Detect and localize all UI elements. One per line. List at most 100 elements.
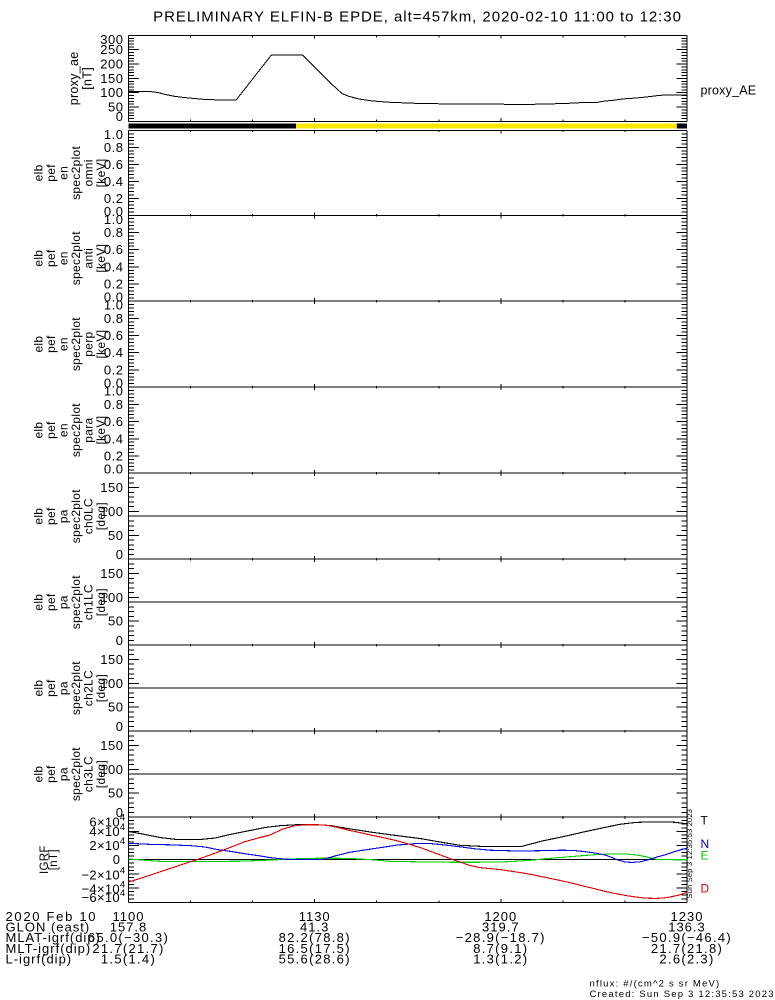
svg-text:elb: elb [32,422,46,439]
svg-text:IGRF: IGRF [39,845,51,874]
svg-text:136.3: 136.3 [668,920,706,935]
svg-text:100: 100 [100,676,123,691]
svg-text:[keV]: [keV] [94,158,108,187]
svg-text:PRELIMINARY ELFIN-B EPDE, alt=: PRELIMINARY ELFIN-B EPDE, alt=457km, 202… [153,8,682,25]
svg-text:50: 50 [108,614,123,629]
svg-text:16.5(17.5): 16.5(17.5) [279,941,351,956]
svg-text:0.2: 0.2 [104,191,124,206]
svg-text:100: 100 [100,85,123,100]
svg-text:pa: pa [57,767,71,781]
svg-text:0.4: 0.4 [104,431,124,446]
svg-text:4×104: 4×104 [89,821,125,839]
svg-text:pef: pef [44,679,58,697]
svg-text:elb: elb [32,766,46,783]
svg-text:82.2(78.8): 82.2(78.8) [279,930,351,945]
svg-text:−28.9(−18.7): −28.9(−18.7) [456,930,546,945]
svg-text:[keV]: [keV] [94,330,108,359]
svg-text:1100: 1100 [113,909,145,924]
svg-text:Created: Sun Sep 3 12:35:53 2: Created: Sun Sep 3 12:35:53 2023 [590,989,775,1000]
svg-text:0: 0 [116,633,124,648]
svg-text:55.6(28.6): 55.6(28.6) [279,952,351,967]
svg-text:0.4: 0.4 [104,345,124,360]
svg-text:50: 50 [108,786,123,801]
svg-text:1.5(1.4): 1.5(1.4) [101,952,156,967]
svg-text:0.4: 0.4 [104,259,124,274]
svg-text:150: 150 [100,71,123,86]
svg-text:pef: pef [44,249,58,267]
svg-text:150: 150 [100,480,123,495]
svg-text:21.7(21.7): 21.7(21.7) [92,941,164,956]
svg-text:21.7(21.8): 21.7(21.8) [651,941,723,956]
svg-text:1.0: 1.0 [104,384,124,399]
svg-text:2020 Feb 10: 2020 Feb 10 [6,909,98,924]
svg-text:MLT-igrf(dip): MLT-igrf(dip) [6,941,92,956]
svg-text:0.8: 0.8 [104,311,124,326]
svg-text:[keV]: [keV] [94,244,108,273]
svg-text:[nT]: [nT] [48,849,60,870]
svg-text:elb: elb [32,164,46,181]
svg-text:[nT]: [nT] [81,67,95,90]
svg-text:L-igrf(dip): L-igrf(dip) [6,952,73,967]
svg-text:perp: perp [82,331,96,356]
svg-text:[deg]: [deg] [94,588,108,616]
svg-text:0.8: 0.8 [104,397,124,412]
svg-text:2.6(2.3): 2.6(2.3) [659,952,714,967]
svg-text:pa: pa [57,595,71,609]
svg-text:0.0: 0.0 [104,376,124,391]
svg-text:T: T [701,814,709,828]
svg-text:319.7: 319.7 [482,920,520,935]
svg-text:1230: 1230 [671,909,704,924]
svg-text:65.0(−30.3): 65.0(−30.3) [88,930,169,945]
svg-text:0.4: 0.4 [104,174,124,189]
svg-text:41.3: 41.3 [300,920,329,935]
svg-text:300: 300 [100,32,123,47]
svg-text:omni: omni [82,159,96,186]
svg-text:[deg]: [deg] [94,502,108,530]
svg-text:pef: pef [44,164,58,182]
svg-text:en: en [57,337,71,351]
svg-text:GLON (east): GLON (east) [6,920,91,935]
svg-text:0.6: 0.6 [104,328,124,343]
svg-text:spec2plot: spec2plot [69,489,83,543]
svg-text:150: 150 [100,566,123,581]
svg-text:pef: pef [44,593,58,611]
svg-text:2×104: 2×104 [89,836,125,854]
svg-text:0.6: 0.6 [104,242,124,257]
svg-text:200: 200 [100,57,123,72]
svg-text:0: 0 [113,852,121,867]
svg-text:spec2plot: spec2plot [69,317,83,371]
svg-text:pef: pef [44,507,58,525]
svg-text:pef: pef [44,335,58,353]
svg-text:150: 150 [100,738,123,753]
svg-text:50: 50 [108,700,123,715]
svg-text:0.6: 0.6 [104,157,124,172]
svg-text:0.2: 0.2 [104,277,124,292]
svg-text:1.0: 1.0 [104,298,124,313]
svg-text:0.2: 0.2 [104,362,124,377]
svg-text:0.6: 0.6 [104,414,124,429]
svg-text:spec2plot: spec2plot [69,231,83,285]
svg-text:E: E [701,849,709,863]
svg-text:MLAT-igrf(dip): MLAT-igrf(dip) [6,930,101,945]
svg-text:[deg]: [deg] [94,760,108,788]
svg-text:0.0: 0.0 [104,462,124,477]
svg-text:elb: elb [32,250,46,267]
svg-text:en: en [57,423,71,437]
svg-text:0: 0 [116,719,124,734]
svg-text:−2×104: −2×104 [82,865,126,883]
svg-text:50: 50 [108,100,123,115]
svg-text:en: en [57,251,71,265]
svg-text:0.0: 0.0 [104,290,124,305]
svg-text:[deg]: [deg] [94,674,108,702]
svg-text:250: 250 [100,42,123,57]
svg-text:pa: pa [57,509,71,523]
svg-text:150: 150 [100,652,123,667]
svg-text:1130: 1130 [299,909,331,924]
svg-text:1.3(1.2): 1.3(1.2) [473,952,528,967]
svg-text:ch3LC: ch3LC [82,756,96,792]
svg-text:elb: elb [32,336,46,353]
svg-text:−50.9(−46.4): −50.9(−46.4) [642,930,732,945]
svg-text:[keV]: [keV] [94,416,108,445]
svg-text:0.8: 0.8 [104,225,124,240]
svg-text:pa: pa [57,681,71,695]
